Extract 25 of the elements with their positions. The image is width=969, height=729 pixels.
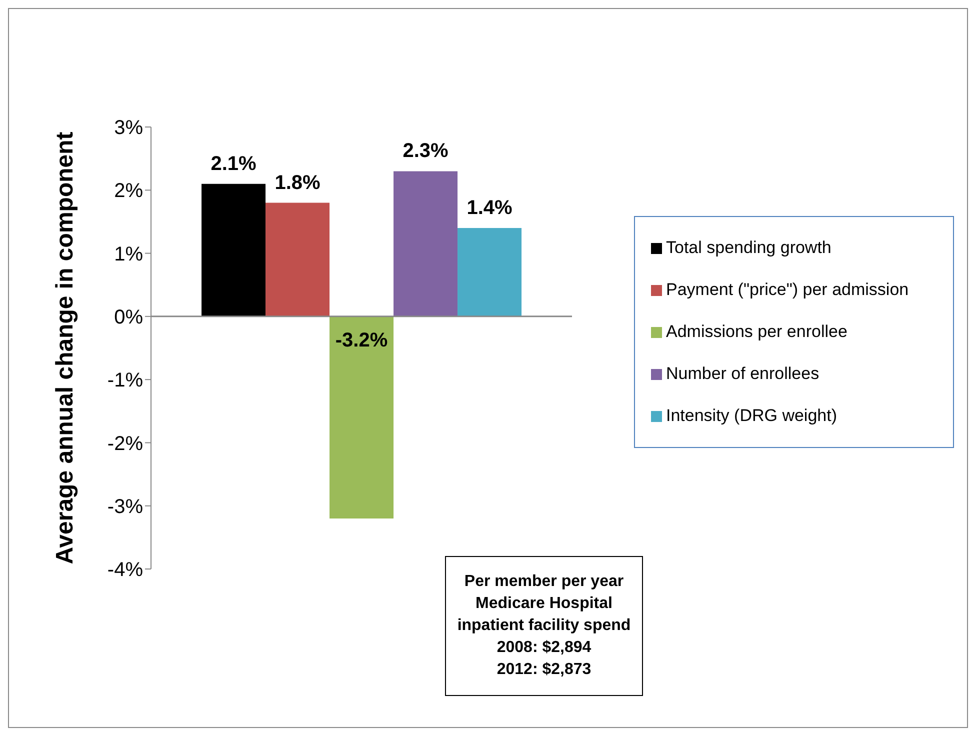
y-tick-label: 2% — [114, 180, 144, 202]
data-label: 2.1% — [210, 152, 257, 175]
data-label: 1.8% — [274, 172, 321, 194]
y-tick-label: -3% — [107, 496, 144, 518]
y-tick-label: 1% — [114, 243, 144, 266]
data-label: -3.2% — [335, 329, 388, 352]
legend-label: Admissions per enrollee — [666, 322, 848, 342]
y-tick-label: 0% — [114, 306, 144, 329]
text: Per member per year Medicare Hospital inpatient facility spend 2008: $2,894 2012: $2,873 — [445, 556, 643, 696]
bar — [202, 184, 266, 316]
legend-label: Intensity (DRG weight) — [666, 406, 837, 426]
legend-label: Total spending growth — [666, 238, 832, 258]
data-label: 1.4% — [466, 197, 513, 220]
y-tick-label: -2% — [107, 432, 144, 455]
legend-label: Payment ("price") per admission — [666, 280, 909, 300]
bar — [394, 171, 458, 316]
y-tick-label: -1% — [107, 370, 144, 392]
y-axis-title: Average annual change in component — [52, 132, 79, 564]
data-label: 2.3% — [402, 140, 449, 162]
bar — [266, 202, 330, 316]
bar — [458, 228, 522, 316]
bar — [330, 316, 394, 518]
y-tick-label: 3% — [114, 117, 144, 140]
y-tick-label: -4% — [107, 559, 144, 582]
legend-label: Number of enrollees — [666, 364, 820, 384]
